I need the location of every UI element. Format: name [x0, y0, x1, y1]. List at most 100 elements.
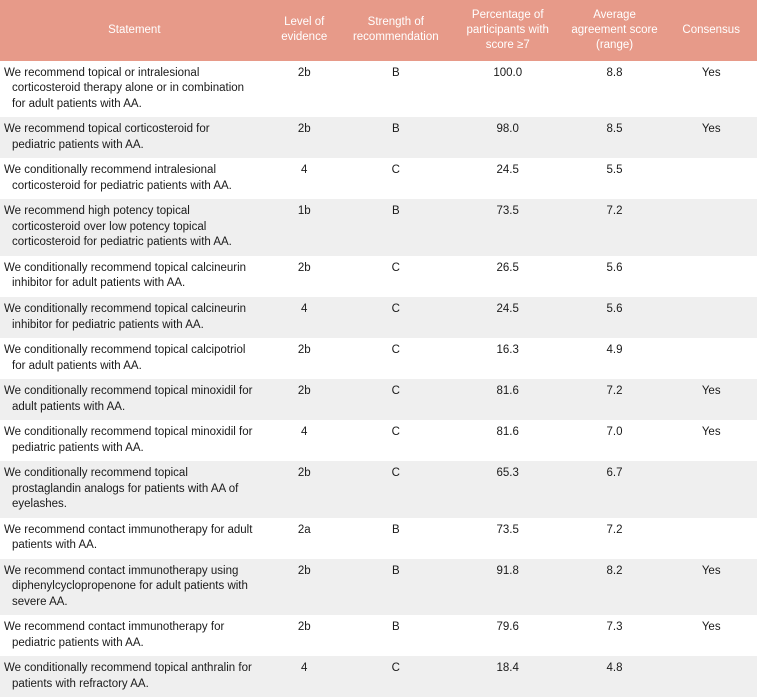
- cell-consensus: Yes: [665, 420, 757, 461]
- cell-score: 7.2: [564, 199, 666, 256]
- cell-strength: C: [340, 256, 452, 297]
- cell-strength: B: [340, 199, 452, 256]
- table-body: We recommend topical or intralesional co…: [0, 61, 757, 697]
- cell-evidence: 2a: [269, 518, 340, 559]
- table-row: We recommend topical corticosteroid for …: [0, 117, 757, 158]
- cell-evidence: 2b: [269, 117, 340, 158]
- cell-strength: C: [340, 158, 452, 199]
- cell-percentage: 100.0: [452, 61, 564, 118]
- cell-percentage: 73.5: [452, 199, 564, 256]
- col-header-statement: Statement: [0, 0, 269, 61]
- cell-consensus: [665, 256, 757, 297]
- cell-percentage: 91.8: [452, 559, 564, 616]
- recommendations-table: Statement Level of evidence Strength of …: [0, 0, 757, 697]
- table-row: We conditionally recommend topical calci…: [0, 256, 757, 297]
- cell-statement: We conditionally recommend topical calci…: [0, 297, 269, 338]
- cell-evidence: 4: [269, 420, 340, 461]
- cell-consensus: [665, 338, 757, 379]
- cell-statement: We recommend topical corticosteroid for …: [0, 117, 269, 158]
- cell-percentage: 24.5: [452, 158, 564, 199]
- cell-strength: C: [340, 297, 452, 338]
- table-row: We recommend contact immunotherapy for p…: [0, 615, 757, 656]
- cell-strength: B: [340, 518, 452, 559]
- cell-strength: B: [340, 117, 452, 158]
- cell-percentage: 81.6: [452, 379, 564, 420]
- cell-statement: We conditionally recommend topical anthr…: [0, 656, 269, 697]
- cell-score: 5.6: [564, 256, 666, 297]
- cell-score: 4.9: [564, 338, 666, 379]
- table-row: We conditionally recommend topical minox…: [0, 420, 757, 461]
- cell-score: 7.2: [564, 518, 666, 559]
- cell-statement: We recommend contact immunotherapy for p…: [0, 615, 269, 656]
- cell-statement: We recommend contact immunotherapy for a…: [0, 518, 269, 559]
- cell-statement: We recommend contact immunotherapy using…: [0, 559, 269, 616]
- cell-score: 8.2: [564, 559, 666, 616]
- table-row: We conditionally recommend topical calci…: [0, 338, 757, 379]
- cell-score: 8.8: [564, 61, 666, 118]
- table-row: We conditionally recommend topical calci…: [0, 297, 757, 338]
- cell-strength: C: [340, 379, 452, 420]
- cell-strength: C: [340, 338, 452, 379]
- table-row: We conditionally recommend topical prost…: [0, 461, 757, 518]
- cell-consensus: [665, 518, 757, 559]
- cell-percentage: 98.0: [452, 117, 564, 158]
- cell-strength: B: [340, 559, 452, 616]
- table-row: We conditionally recommend topical minox…: [0, 379, 757, 420]
- cell-consensus: Yes: [665, 61, 757, 118]
- table-row: We recommend topical or intralesional co…: [0, 61, 757, 118]
- cell-strength: C: [340, 420, 452, 461]
- cell-strength: B: [340, 61, 452, 118]
- cell-evidence: 2b: [269, 615, 340, 656]
- cell-evidence: 4: [269, 297, 340, 338]
- table-row: We conditionally recommend intralesional…: [0, 158, 757, 199]
- cell-consensus: [665, 297, 757, 338]
- cell-statement: We conditionally recommend topical prost…: [0, 461, 269, 518]
- cell-evidence: 4: [269, 158, 340, 199]
- cell-percentage: 26.5: [452, 256, 564, 297]
- table-row: We recommend contact immunotherapy using…: [0, 559, 757, 616]
- cell-evidence: 2b: [269, 379, 340, 420]
- col-header-score: Average agreement score (range): [564, 0, 666, 61]
- cell-consensus: [665, 656, 757, 697]
- cell-evidence: 2b: [269, 256, 340, 297]
- cell-percentage: 24.5: [452, 297, 564, 338]
- cell-evidence: 2b: [269, 338, 340, 379]
- cell-percentage: 18.4: [452, 656, 564, 697]
- cell-score: 5.6: [564, 297, 666, 338]
- cell-percentage: 79.6: [452, 615, 564, 656]
- cell-statement: We recommend high potency topical cortic…: [0, 199, 269, 256]
- cell-statement: We recommend topical or intralesional co…: [0, 61, 269, 118]
- cell-evidence: 2b: [269, 559, 340, 616]
- cell-percentage: 65.3: [452, 461, 564, 518]
- cell-consensus: Yes: [665, 615, 757, 656]
- cell-statement: We conditionally recommend intralesional…: [0, 158, 269, 199]
- cell-consensus: [665, 199, 757, 256]
- cell-score: 6.7: [564, 461, 666, 518]
- cell-score: 7.3: [564, 615, 666, 656]
- cell-statement: We conditionally recommend topical minox…: [0, 420, 269, 461]
- col-header-consensus: Consensus: [665, 0, 757, 61]
- cell-strength: C: [340, 461, 452, 518]
- col-header-percentage: Percentage of participants with score ≥7: [452, 0, 564, 61]
- cell-evidence: 2b: [269, 461, 340, 518]
- cell-statement: We conditionally recommend topical calci…: [0, 338, 269, 379]
- cell-evidence: 4: [269, 656, 340, 697]
- cell-strength: B: [340, 615, 452, 656]
- cell-consensus: Yes: [665, 559, 757, 616]
- table-row: We recommend contact immunotherapy for a…: [0, 518, 757, 559]
- table-row: We recommend high potency topical cortic…: [0, 199, 757, 256]
- cell-score: 8.5: [564, 117, 666, 158]
- cell-score: 4.8: [564, 656, 666, 697]
- cell-score: 7.0: [564, 420, 666, 461]
- cell-percentage: 16.3: [452, 338, 564, 379]
- cell-consensus: Yes: [665, 379, 757, 420]
- cell-score: 7.2: [564, 379, 666, 420]
- cell-evidence: 1b: [269, 199, 340, 256]
- cell-strength: C: [340, 656, 452, 697]
- cell-percentage: 73.5: [452, 518, 564, 559]
- cell-consensus: [665, 461, 757, 518]
- table-header-row: Statement Level of evidence Strength of …: [0, 0, 757, 61]
- cell-percentage: 81.6: [452, 420, 564, 461]
- cell-statement: We conditionally recommend topical minox…: [0, 379, 269, 420]
- cell-score: 5.5: [564, 158, 666, 199]
